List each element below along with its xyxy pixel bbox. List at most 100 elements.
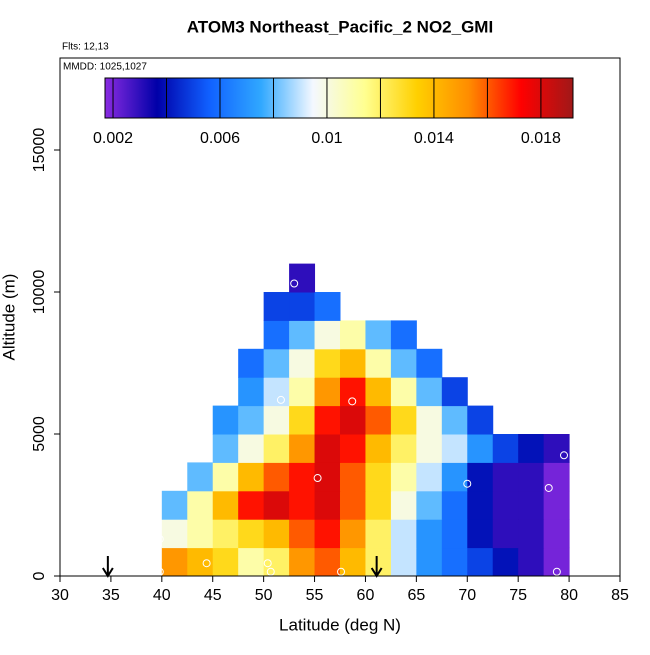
heatmap-cell xyxy=(518,490,545,520)
sample-point xyxy=(337,567,346,576)
heatmap-cell xyxy=(314,462,341,492)
heatmap-cell xyxy=(314,320,341,350)
heatmap-cell xyxy=(289,519,316,549)
heatmap-cell xyxy=(467,519,494,549)
heatmap-cell xyxy=(492,547,519,577)
heatmap-cell xyxy=(238,462,265,492)
y-tick-label: 15000 xyxy=(31,128,48,173)
plot-frame xyxy=(59,57,621,577)
heatmap-cell xyxy=(365,519,392,549)
heatmap-cell xyxy=(543,462,570,492)
x-tick-label: 80 xyxy=(560,587,578,604)
dates-label: MMDD: 1025,1027 xyxy=(63,62,147,73)
x-tick-label: 45 xyxy=(204,587,222,604)
heatmap-cell xyxy=(314,405,341,435)
x-tick-label: 40 xyxy=(153,587,171,604)
sample-point xyxy=(463,479,472,488)
sample-point xyxy=(276,395,285,404)
heatmap-cell xyxy=(212,462,239,492)
heatmap-cell xyxy=(365,405,392,435)
heatmap-cell xyxy=(314,434,341,463)
heatmap-cell xyxy=(416,434,443,463)
heatmap-cell xyxy=(441,405,468,435)
heatmap-cell xyxy=(340,490,366,520)
heatmap-cell xyxy=(263,462,290,492)
heatmap-cell xyxy=(340,320,366,350)
heatmap-cell xyxy=(187,462,214,492)
sample-point xyxy=(544,483,553,492)
heatmap-cell xyxy=(543,519,570,549)
heatmap-cell xyxy=(212,490,239,520)
heatmap-cell xyxy=(416,348,443,378)
heatmap-cell xyxy=(212,405,239,435)
heatmap-cell xyxy=(161,490,188,520)
heatmap-cell xyxy=(416,405,443,435)
heatmap-cell xyxy=(187,490,214,520)
heatmap-cell xyxy=(416,519,443,549)
heatmap-cell xyxy=(390,348,417,378)
heatmap-cell xyxy=(314,377,341,407)
heatmap-cell xyxy=(263,490,290,520)
heatmap-cell xyxy=(390,547,417,577)
y-tick-label: 10000 xyxy=(31,270,48,315)
sample-point xyxy=(560,451,568,460)
y-tick-label: 0 xyxy=(31,571,48,580)
heatmap-cell xyxy=(365,320,392,350)
heatmap-cell xyxy=(416,490,443,520)
heatmap-cell xyxy=(441,490,468,520)
heatmap-cell xyxy=(238,547,265,577)
heatmap-cell xyxy=(238,377,265,407)
heatmap-cell xyxy=(263,377,290,407)
colorbar-tick-label: 0.006 xyxy=(200,130,240,147)
heatmap-cell xyxy=(518,519,545,549)
heatmap-cell xyxy=(289,490,316,520)
heatmap-cell xyxy=(441,377,468,407)
heatmap-cell xyxy=(390,434,417,463)
x-tick-label: 60 xyxy=(357,587,375,604)
heatmap-cell xyxy=(238,348,265,378)
heatmap-cell xyxy=(416,462,443,492)
heatmap-cell xyxy=(365,377,392,407)
sample-point xyxy=(155,535,164,544)
colorbar xyxy=(104,77,574,119)
heatmap-cell xyxy=(543,434,570,463)
x-tick-label: 55 xyxy=(306,587,324,604)
heatmap-cell xyxy=(263,547,290,577)
heatmap-cell xyxy=(289,462,316,492)
heatmap-cell xyxy=(365,434,392,463)
heatmap-cell xyxy=(467,462,494,492)
heatmap-cell xyxy=(390,462,417,492)
heatmap-cell xyxy=(314,490,341,520)
heatmap-cell xyxy=(212,547,239,577)
heatmap-cell xyxy=(518,462,545,492)
heatmap-cell xyxy=(289,547,316,577)
heatmap-cell xyxy=(492,519,519,549)
heatmap-cell xyxy=(467,434,494,463)
heatmap-cell xyxy=(543,547,570,577)
heatmap-cell xyxy=(441,519,468,549)
heatmap-cell xyxy=(467,490,494,520)
y-axis-title: Altitude (m) xyxy=(0,274,18,361)
x-tick-label: 75 xyxy=(509,587,527,604)
heatmap-cell xyxy=(289,434,316,463)
heatmap-cell xyxy=(289,263,316,293)
heatmap-cell xyxy=(365,348,392,378)
y-tick-label: 5000 xyxy=(31,416,48,452)
heatmap-cell xyxy=(289,377,316,407)
heatmap-cell xyxy=(289,405,316,435)
heatmap-cell xyxy=(441,547,468,577)
heatmap-cell xyxy=(187,519,214,549)
sample-point xyxy=(263,559,272,568)
heatmap-cell xyxy=(187,547,214,577)
colorbar-tick-label: 0.018 xyxy=(521,130,561,147)
heatmap-cell xyxy=(263,434,290,463)
x-tick-label: 35 xyxy=(102,587,120,604)
heatmap-cell xyxy=(263,519,290,549)
sample-point xyxy=(202,559,211,568)
heatmap-cell xyxy=(289,292,316,321)
x-tick-label: 85 xyxy=(611,587,629,604)
heatmap-cell xyxy=(340,348,366,378)
heatmap-cell xyxy=(340,519,366,549)
